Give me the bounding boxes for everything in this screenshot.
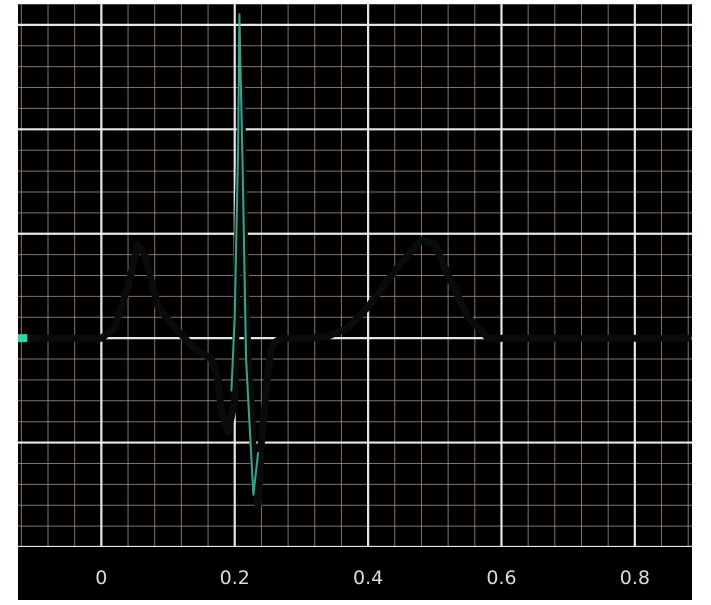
ecg-chart: 0 0.2 0.4 0.6 0.8	[18, 4, 692, 600]
chart-background	[18, 4, 692, 600]
ecg-traces	[18, 13, 692, 509]
trace-start-marker	[18, 334, 28, 343]
x-tick-labels: 0 0.2 0.4 0.6 0.8	[95, 567, 650, 589]
ecg-chart-frame: 0 0.2 0.4 0.6 0.8	[18, 4, 692, 600]
x-tick-label: 0.2	[220, 567, 250, 589]
ecg-trace-2	[230, 13, 260, 496]
x-tick-label: 0.4	[353, 567, 383, 589]
x-tick-label: 0	[95, 567, 107, 589]
x-tick-label: 0.6	[486, 567, 516, 589]
x-axis-band	[18, 547, 692, 600]
ecg-trace-1	[18, 84, 692, 509]
x-tick-label: 0.8	[620, 567, 650, 589]
